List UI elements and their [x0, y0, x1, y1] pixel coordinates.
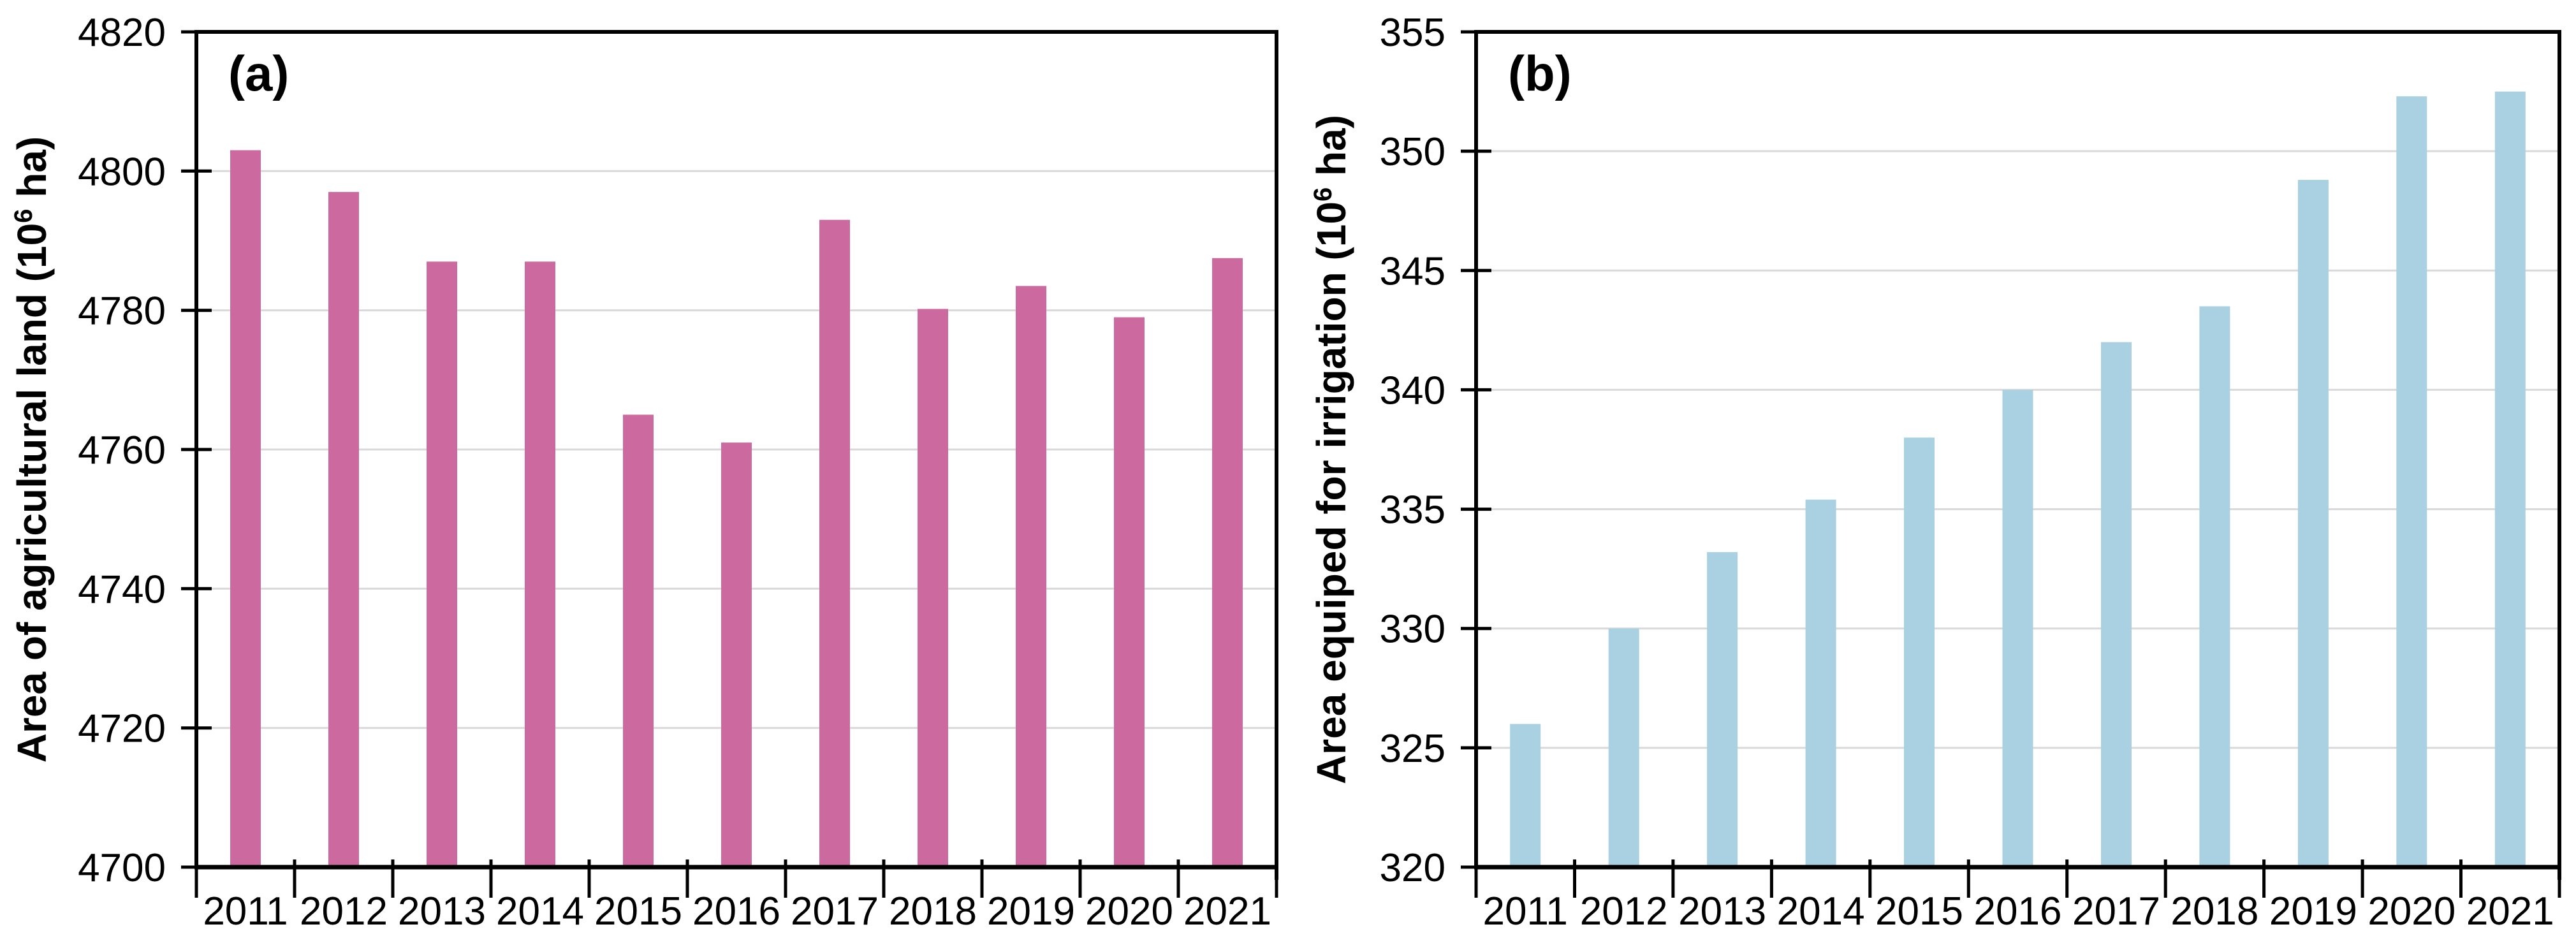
x-tick-label-2020: 2020	[1085, 889, 1173, 933]
x-tick-label-2012: 2012	[300, 889, 388, 933]
bar-2011	[1510, 724, 1541, 867]
panel-label: (b)	[1508, 45, 1572, 101]
x-tick-label-2017: 2017	[2072, 889, 2160, 933]
y-tick-label-325: 325	[1380, 727, 1445, 771]
x-tick-label-2014: 2014	[496, 889, 584, 933]
bar-chart-svg(b): 320 325 330 335 340 345 350 355 2011 2012 2013 2014…	[1308, 11, 2561, 933]
y-axis-title: Area of agricultural land (106 ha)	[9, 136, 55, 763]
bar-2021	[2494, 91, 2526, 868]
y-tick-label-350: 350	[1380, 130, 1445, 174]
x-tick-label-2013: 2013	[1678, 889, 1766, 933]
bar-chart-svg(a): 4700 4720 4740 4760 4780 4800 4820 2011 2012 2013…	[9, 11, 1278, 933]
y-tick-label-4800: 4800	[78, 150, 166, 194]
y-tick-label-4700: 4700	[78, 846, 166, 890]
x-tick-label-2021: 2021	[2466, 889, 2554, 933]
x-tick-label-2018: 2018	[2170, 889, 2258, 933]
bar-2015	[1904, 437, 1935, 867]
x-tick-label-2012: 2012	[1580, 889, 1668, 933]
bar-2014	[1805, 499, 1836, 867]
y-tick-label-4760: 4760	[78, 428, 166, 472]
y-tick-label-345: 345	[1380, 249, 1445, 293]
bar-2015	[623, 414, 654, 867]
y-tick-label-4780: 4780	[78, 289, 166, 333]
x-tick-label-2015: 2015	[594, 889, 682, 933]
bar-2021	[1212, 258, 1243, 867]
x-tick-label-2019: 2019	[2269, 889, 2357, 933]
bar-2018	[918, 309, 948, 867]
y-tick-label-335: 335	[1380, 488, 1445, 532]
bar-2017	[819, 219, 850, 868]
y-tick-label-4740: 4740	[78, 567, 166, 611]
x-tick-label-2014: 2014	[1777, 889, 1865, 933]
y-tick-label-355: 355	[1380, 11, 1445, 55]
bar-2013	[427, 261, 457, 868]
x-tick-label-2016: 2016	[692, 889, 780, 933]
x-tick-label-2011: 2011	[203, 889, 288, 933]
bar-2020	[2396, 96, 2427, 868]
x-tick-label-2016: 2016	[1974, 889, 2062, 933]
x-tick-label-2020: 2020	[2367, 889, 2455, 933]
x-tick-label-2013: 2013	[398, 889, 486, 933]
y-tick-label-330: 330	[1380, 608, 1445, 652]
bar-2011	[230, 150, 261, 868]
bar-2014	[525, 261, 555, 868]
bar-2016	[2002, 390, 2033, 867]
x-tick-label-2018: 2018	[889, 889, 977, 933]
y-tick-label-4720: 4720	[78, 707, 166, 751]
y-tick-label-320: 320	[1380, 846, 1445, 890]
bar-2017	[2101, 342, 2132, 867]
panel-label: (a)	[228, 45, 289, 101]
bar-2019	[1016, 286, 1046, 867]
x-tick-label-2019: 2019	[987, 889, 1075, 933]
bar-2018	[2199, 306, 2230, 867]
bar-2012	[328, 192, 359, 868]
bar-2016	[721, 442, 752, 867]
bar-2020	[1114, 317, 1145, 868]
x-tick-label-2021: 2021	[1183, 889, 1271, 933]
bar-2019	[2297, 180, 2329, 868]
x-tick-label-2015: 2015	[1875, 889, 1963, 933]
bar-2013	[1707, 552, 1738, 867]
x-tick-label-2011: 2011	[1483, 889, 1568, 933]
y-tick-label-340: 340	[1380, 369, 1445, 413]
chart-panel-a: 4700 4720 4740 4760 4780 4800 4820 2011 2012 2013…	[9, 11, 1278, 933]
bar-2012	[1608, 628, 1639, 867]
chart-panel-b: 320 325 330 335 340 345 350 355 2011 2012 2013 2014…	[1288, 0, 2576, 943]
x-tick-label-2017: 2017	[791, 889, 879, 933]
y-tick-label-4820: 4820	[78, 11, 166, 55]
y-axis-title: Area equiped for irrigation (106 ha)	[1308, 115, 1354, 784]
